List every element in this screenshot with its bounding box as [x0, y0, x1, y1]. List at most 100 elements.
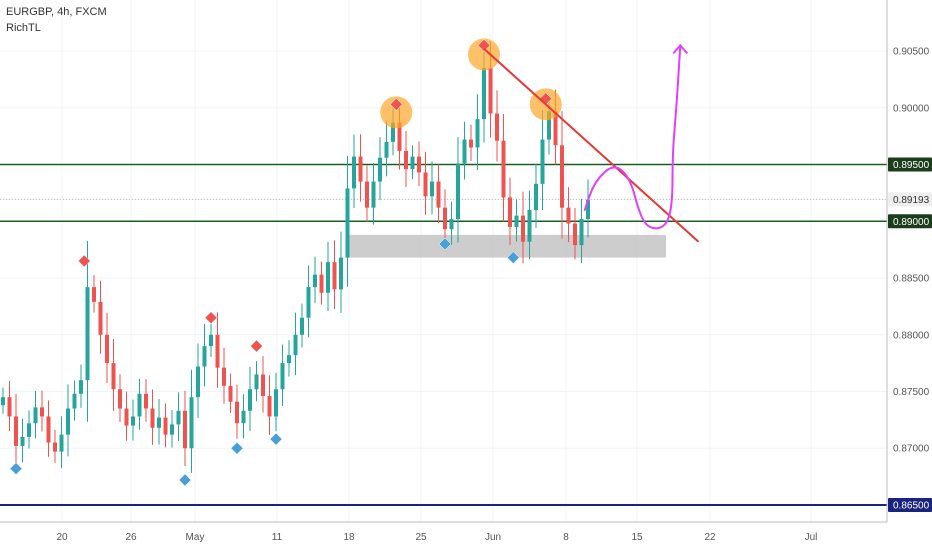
chart-grid [0, 0, 887, 522]
candle-48 [313, 256, 317, 304]
candle-body-21 [137, 393, 142, 417]
candle-88 [573, 207, 577, 260]
candle-body-13 [85, 287, 90, 381]
candle-body-3 [20, 436, 25, 446]
x-tick-label-8: 8 [563, 532, 569, 543]
candle-10 [66, 384, 70, 457]
candle-body-45 [293, 334, 298, 356]
candle-body-4 [27, 423, 31, 437]
candle-51 [332, 240, 337, 309]
candle-body-67 [436, 181, 441, 208]
candle-body-5 [33, 407, 38, 424]
candle-body-1 [7, 397, 12, 417]
candle-55 [358, 134, 363, 202]
candle-body-90 [586, 199, 590, 220]
projection-curve [583, 44, 682, 230]
pivot-high-marker-4 [477, 39, 491, 52]
candle-76 [495, 90, 499, 162]
x-tick-label-25: 25 [415, 532, 427, 543]
candle-body-19 [124, 408, 129, 426]
candle-72 [469, 124, 473, 162]
candle-89 [579, 198, 584, 264]
candle-50 [326, 241, 330, 312]
pivot-low-marker-1 [178, 473, 192, 487]
candle-81 [527, 190, 532, 260]
candle-body-27 [176, 410, 181, 425]
candle-body-35 [228, 385, 233, 402]
candle-body-39 [254, 374, 259, 390]
candle-16 [105, 312, 109, 384]
candle-28 [183, 390, 187, 467]
candle-68 [443, 189, 447, 246]
peak-highlights [380, 38, 562, 129]
candle-80 [521, 191, 525, 264]
candle-body-6 [40, 407, 44, 417]
candle-58 [378, 137, 382, 201]
candle-66 [430, 161, 434, 215]
candle-body-28 [183, 410, 187, 449]
candle-15 [98, 280, 103, 354]
candle-body-66 [430, 181, 434, 197]
y-tick-label-0.88500: 0.88500 [893, 274, 930, 285]
candle-4 [27, 410, 31, 449]
price-tag-text-0.89193: 0.89193 [893, 195, 930, 206]
candle-body-82 [534, 183, 538, 210]
candle-14 [92, 275, 96, 313]
candle-body-9 [59, 434, 64, 452]
candle-body-46 [300, 317, 304, 335]
candle-22 [144, 379, 148, 422]
candle-body-87 [566, 207, 571, 224]
candle-body-88 [573, 223, 577, 246]
candle-31 [202, 323, 207, 387]
candle-2 [14, 393, 18, 467]
y-tick-label-0.87000: 0.87000 [893, 444, 930, 455]
candle-body-31 [202, 346, 207, 367]
candle-body-47 [306, 287, 311, 318]
candle-1 [7, 380, 12, 432]
pivot-high-marker-3 [389, 98, 403, 111]
candle-body-11 [72, 393, 77, 409]
candle-body-53 [345, 188, 350, 258]
projected-path [583, 43, 689, 230]
candle-body-83 [540, 139, 545, 184]
support-zone [347, 234, 666, 258]
pivot-low-marker-0 [9, 462, 23, 476]
candle-90 [586, 179, 590, 238]
pivot-high-marker-2 [250, 339, 263, 353]
candle-body-42 [274, 389, 278, 417]
candle-body-18 [118, 389, 122, 409]
candle-5 [33, 390, 38, 439]
candle-39 [254, 361, 259, 402]
candle-body-10 [66, 408, 70, 435]
candle-32 [209, 322, 213, 358]
x-tick-label-11: 11 [272, 532, 283, 543]
candle-67 [436, 164, 441, 224]
candle-body-57 [371, 181, 376, 208]
price-tag-0.86500: 0.86500 [888, 497, 932, 512]
price-tag-text-0.89000: 0.89000 [893, 217, 930, 228]
candle-body-80 [521, 215, 525, 242]
candle-78 [508, 177, 512, 245]
candle-body-37 [241, 410, 246, 424]
candle-42 [274, 372, 278, 432]
y-tick-label-0.90500: 0.90500 [893, 47, 930, 58]
candle-body-20 [131, 416, 135, 426]
candle-70 [456, 137, 460, 243]
candle-body-38 [248, 389, 252, 411]
candle-36 [235, 384, 239, 439]
candle-body-48 [313, 274, 317, 288]
x-tick-label-15: 15 [631, 532, 643, 543]
candle-9 [59, 416, 64, 469]
candle-body-23 [150, 408, 155, 428]
candle-body-84 [547, 111, 551, 140]
x-tick-label-20: 20 [56, 532, 68, 543]
candle-body-24 [157, 417, 161, 428]
candle-body-51 [332, 262, 337, 290]
candle-body-71 [462, 139, 467, 164]
candle-body-77 [501, 140, 506, 198]
candle-body-17 [111, 363, 116, 390]
candle-body-85 [553, 111, 558, 146]
trendline-segment [483, 48, 700, 243]
candle-87 [566, 187, 571, 243]
